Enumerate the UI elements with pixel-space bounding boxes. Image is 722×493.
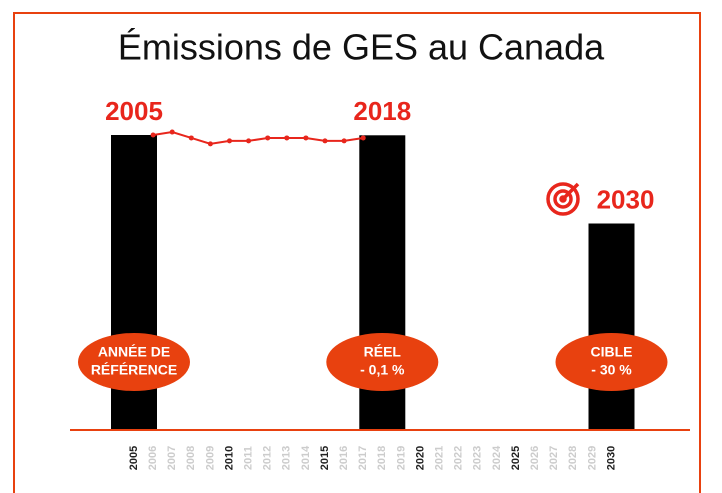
trend-point: [227, 138, 232, 144]
badge-text: - 0,1 %: [360, 362, 405, 378]
trend-point: [150, 132, 156, 138]
year-label: 2005: [105, 96, 163, 126]
x-tick-label: 2018: [376, 446, 388, 470]
x-tick-label: 2006: [147, 446, 159, 470]
trend-point: [303, 135, 309, 141]
badge: [78, 333, 190, 391]
trend-point: [284, 135, 290, 141]
trend-point: [322, 138, 328, 144]
target-icon: [546, 182, 580, 216]
x-tick-label: 2029: [586, 446, 598, 470]
x-tick-label: 2027: [548, 446, 560, 470]
trend-point: [265, 135, 271, 141]
x-tick-label: 2016: [338, 446, 350, 470]
x-tick-label: 2013: [281, 446, 293, 470]
x-tick-label: 2028: [567, 446, 579, 470]
badge-text: RÉEL: [364, 344, 402, 360]
x-tick-label: 2025: [510, 446, 522, 470]
trend-point: [188, 135, 194, 141]
bar: [588, 223, 635, 430]
x-tick-label: 2020: [414, 446, 426, 470]
year-label: 2018: [353, 96, 411, 126]
x-tick-label: 2008: [185, 446, 197, 470]
badge-text: RÉFÉRENCE: [91, 362, 177, 378]
x-tick-label: 2012: [262, 446, 274, 470]
x-tick-label: 2022: [453, 446, 465, 470]
trend-point: [360, 135, 366, 141]
x-tick-label: 2010: [223, 446, 235, 470]
x-tick-label: 2024: [491, 445, 503, 470]
badge-text: CIBLE: [591, 344, 633, 360]
year-label: 2030: [597, 184, 655, 214]
badge: [326, 333, 439, 391]
chart-title: Émissions de GES au Canada: [118, 27, 605, 68]
x-tick-label: 2009: [204, 446, 216, 470]
badge-text: - 30 %: [591, 362, 632, 378]
x-tick-label: 2015: [319, 446, 331, 470]
x-tick-label: 2030: [605, 446, 617, 470]
trend-point: [169, 129, 175, 135]
x-tick-label: 2017: [357, 446, 369, 470]
x-tick-label: 2011: [243, 446, 255, 470]
trend-point: [246, 138, 252, 144]
x-tick-label: 2026: [529, 446, 541, 470]
frame: [13, 12, 701, 493]
badge-text: ANNÉE DE: [98, 344, 170, 360]
x-tick-label: 2007: [166, 446, 178, 470]
x-tick-label: 2019: [395, 446, 407, 470]
x-tick-label: 2014: [300, 445, 312, 470]
badge: [555, 333, 668, 391]
trend-point: [207, 141, 213, 147]
x-tick-label: 2021: [434, 446, 446, 470]
x-tick-label: 2005: [128, 446, 140, 470]
x-tick-label: 2023: [472, 446, 484, 470]
trend-point: [341, 138, 347, 144]
trend-line: [152, 131, 364, 145]
